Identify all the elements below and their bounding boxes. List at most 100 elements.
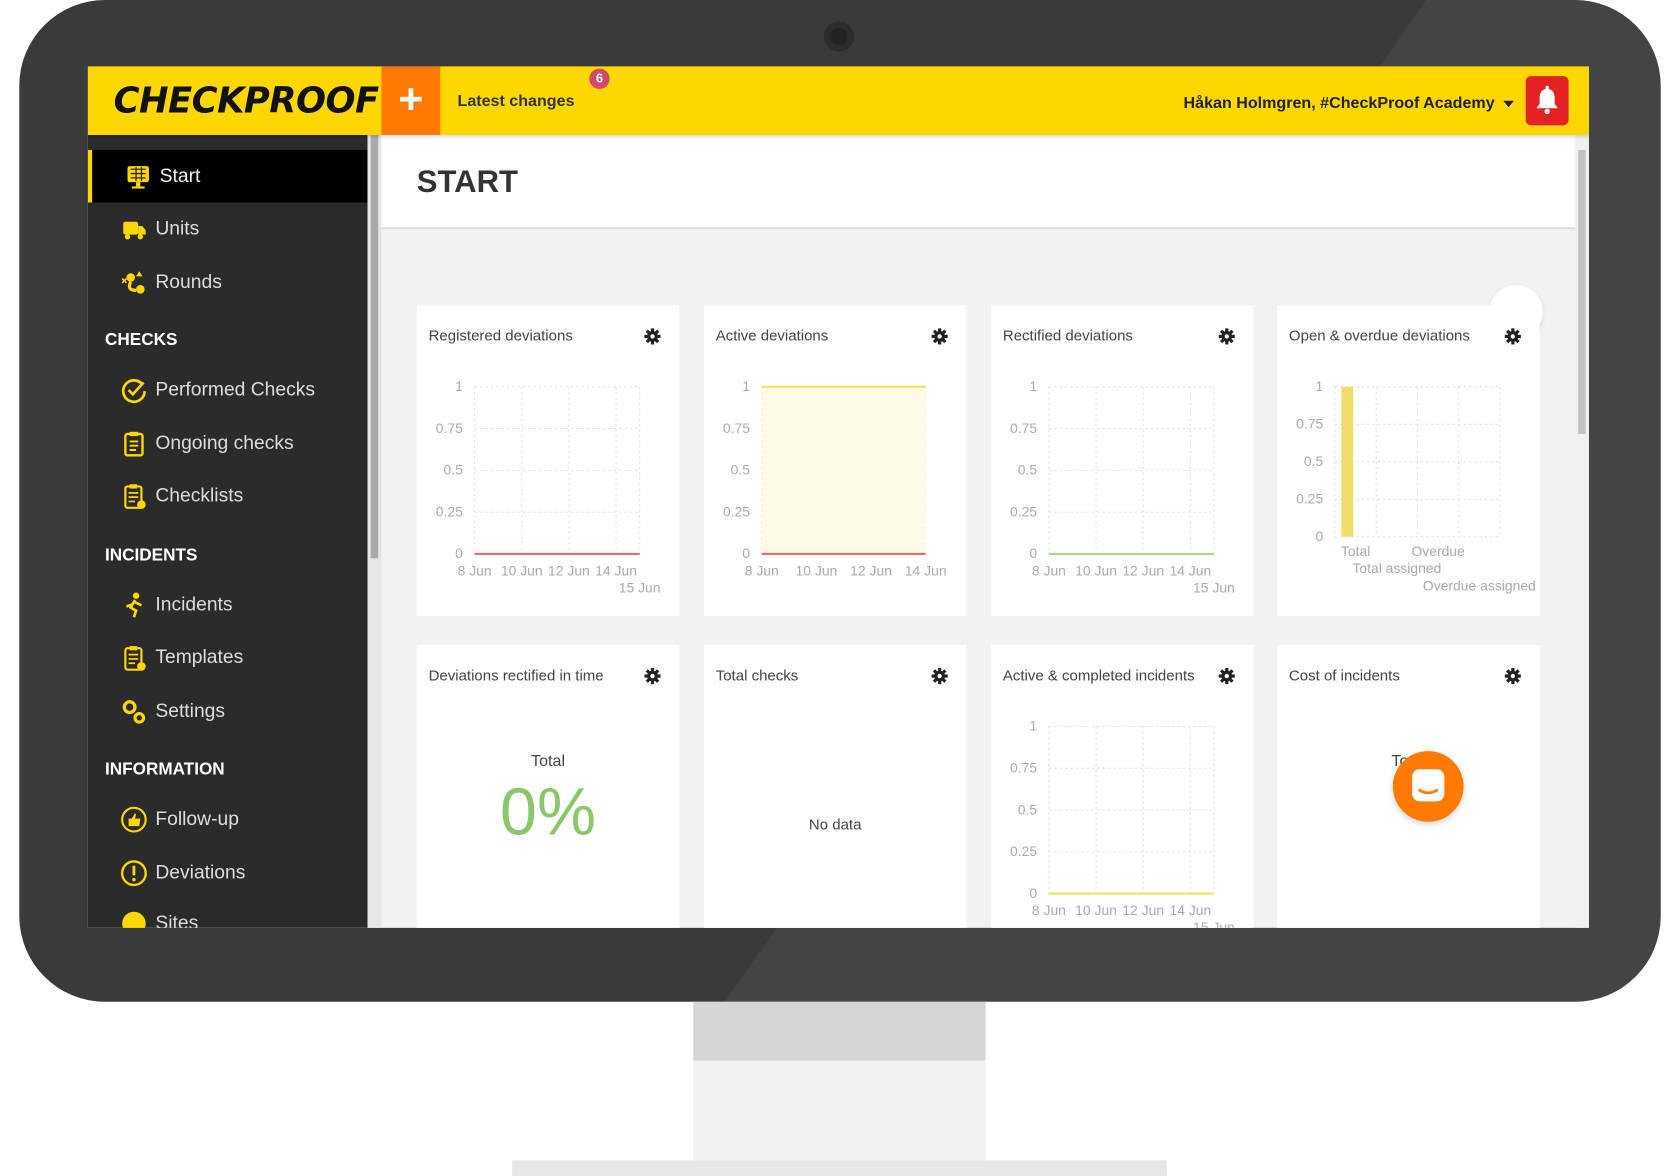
- y-tick-label: 1: [742, 378, 750, 394]
- latest-changes-link[interactable]: Latest changes: [457, 92, 575, 111]
- sidebar-item-follow-up[interactable]: Follow-up: [88, 793, 368, 846]
- sidebar-item-units[interactable]: Units: [88, 203, 368, 256]
- x-tick-label: 10 Jun: [1075, 902, 1117, 918]
- sidebar-item-deviations[interactable]: Deviations: [88, 846, 368, 899]
- x-tick-label: 8 Jun: [1032, 902, 1066, 918]
- y-tick-label: 1: [1029, 378, 1037, 394]
- y-tick-label: 0.75: [1296, 416, 1323, 432]
- user-name: Håkan Holmgren, #CheckProof Academy: [1183, 94, 1495, 113]
- checkproof-logo[interactable]: CHECKPROOF: [113, 79, 380, 122]
- y-tick-label: 0.5: [444, 462, 464, 478]
- gear-icon[interactable]: [1218, 668, 1235, 685]
- sidebar-item-rounds[interactable]: Rounds: [88, 256, 368, 309]
- notifications-button[interactable]: [1525, 76, 1569, 126]
- x-tick-label: 15 Jun: [1193, 919, 1235, 928]
- main-content: START Registered deviations 0 0.25 0.5 0.75 1…: [381, 135, 1576, 928]
- x-tick-label: 14 Jun: [1169, 902, 1211, 918]
- x-tick-label: 8 Jun: [745, 562, 779, 578]
- x-tick-label: 12 Jun: [548, 562, 590, 578]
- main-scrollbar[interactable]: [1575, 135, 1589, 928]
- sidebar-item-sites[interactable]: Sites: [88, 897, 368, 928]
- y-tick-label: 1: [455, 378, 463, 394]
- y-tick-label: 0.5: [1018, 462, 1038, 478]
- exclamation-icon: [120, 860, 147, 887]
- gear-icon[interactable]: [1504, 328, 1521, 345]
- gear-icon[interactable]: [931, 328, 948, 345]
- add-button[interactable]: +: [381, 66, 441, 136]
- widget-title: Active & completed incidents: [1002, 666, 1195, 684]
- sidebar-item-label: Sites: [155, 911, 199, 928]
- x-tick-label: 8 Jun: [1032, 562, 1066, 578]
- y-tick-label: 0.25: [436, 503, 463, 519]
- sidebar-item-start[interactable]: Start: [87, 150, 368, 203]
- app-screen: CHECKPROOF + Latest changes 6 Håkan Holm…: [87, 66, 1589, 928]
- x-tick-label: 8 Jun: [458, 562, 492, 578]
- page-title: START: [416, 165, 519, 200]
- sidebar-item-settings[interactable]: Settings: [88, 685, 368, 738]
- gear-icon[interactable]: [1504, 668, 1521, 685]
- widget-active-completed-incidents: Active & completed incidents 0 0.25 0.5 0.75…: [991, 645, 1254, 928]
- gear-icon[interactable]: [1218, 328, 1235, 345]
- sidebar-item-incidents[interactable]: Incidents: [88, 579, 368, 632]
- gear-icon[interactable]: [644, 668, 661, 685]
- y-tick-label: 0.5: [731, 462, 751, 478]
- bar: [1341, 386, 1354, 537]
- monitor-stand-base: [512, 1160, 1167, 1176]
- template-icon: [124, 646, 146, 671]
- monitor-stand-neck: [693, 1001, 986, 1061]
- series-area: [761, 386, 926, 554]
- x-category-label: Overdue: [1411, 543, 1465, 559]
- chat-button[interactable]: [1392, 751, 1464, 822]
- slip-icon: [126, 592, 143, 618]
- x-category-label: Total: [1341, 543, 1370, 559]
- widget-title: Total checks: [715, 666, 799, 684]
- x-tick-label: 14 Jun: [595, 562, 637, 578]
- truck-icon: [123, 221, 146, 240]
- sidebar-item-label: Rounds: [155, 271, 222, 293]
- y-tick-label: 0.5: [1018, 801, 1038, 817]
- no-data-message: No data: [808, 815, 862, 833]
- widget-title: Rectified deviations: [1002, 326, 1133, 344]
- chat-icon: [1412, 769, 1445, 802]
- sidebar-item-ongoing-checks[interactable]: Ongoing checks: [88, 417, 368, 470]
- x-category-label: Total assigned: [1352, 560, 1441, 576]
- sidebar-item-performed-checks[interactable]: Performed Checks: [88, 363, 368, 416]
- y-tick-label: 0: [1315, 528, 1323, 544]
- widget-deviations-rectified-in-time: Deviations rectified in time Total 0%: [416, 645, 680, 928]
- widget-open-overdue-deviations: Open & overdue deviations 0 0.25 0.5 0.75 1 To…: [1277, 305, 1540, 617]
- globe-icon: [122, 911, 146, 928]
- widget-active-deviations: Active deviations 0 0.25 0.5 0.75 1 8 Jun 10 Ju…: [703, 305, 967, 617]
- sidebar-section-information: INFORMATION: [105, 760, 225, 779]
- sidebar-item-label: Units: [155, 217, 200, 239]
- main-scroll-thumb[interactable]: [1578, 150, 1586, 434]
- widget-registered-deviations: Registered deviations 0 0.25 0.5 0.75 1 8 Jun 1…: [416, 305, 680, 617]
- sidebar-item-label: Follow-up: [155, 807, 239, 830]
- sidebar-scrollbar[interactable]: [367, 135, 382, 928]
- x-tick-label: 10 Jun: [1075, 562, 1117, 578]
- sidebar-item-checklists[interactable]: Checklists: [88, 469, 368, 522]
- widget-rectified-deviations: Rectified deviations 0 0.25 0.5 0.75 1 8 Jun 10…: [991, 305, 1254, 617]
- x-tick-label: 15 Jun: [619, 580, 661, 596]
- sidebar-section-incidents: INCIDENTS: [105, 546, 198, 565]
- user-menu[interactable]: Håkan Holmgren, #CheckProof Academy: [1183, 94, 1514, 113]
- gear-icon[interactable]: [644, 328, 661, 345]
- dashboard-icon: [127, 166, 149, 189]
- x-tick-label: 10 Jun: [796, 562, 838, 578]
- page-header: START: [381, 135, 1576, 230]
- y-tick-label: 0.25: [1010, 843, 1037, 859]
- y-tick-label: 0.5: [1304, 453, 1324, 469]
- sidebar-scroll-thumb[interactable]: [370, 135, 379, 559]
- sidebar-item-templates[interactable]: Templates: [88, 631, 368, 684]
- latest-changes-badge: 6: [589, 68, 610, 89]
- sidebar-item-label: Ongoing checks: [155, 431, 294, 454]
- x-tick-label: 14 Jun: [1169, 562, 1211, 578]
- x-tick-label: 12 Jun: [850, 562, 892, 578]
- checklist-icon: [124, 484, 146, 509]
- widget-title: Active deviations: [715, 326, 829, 344]
- gear-icon[interactable]: [931, 668, 948, 685]
- x-tick-label: 12 Jun: [1122, 902, 1164, 918]
